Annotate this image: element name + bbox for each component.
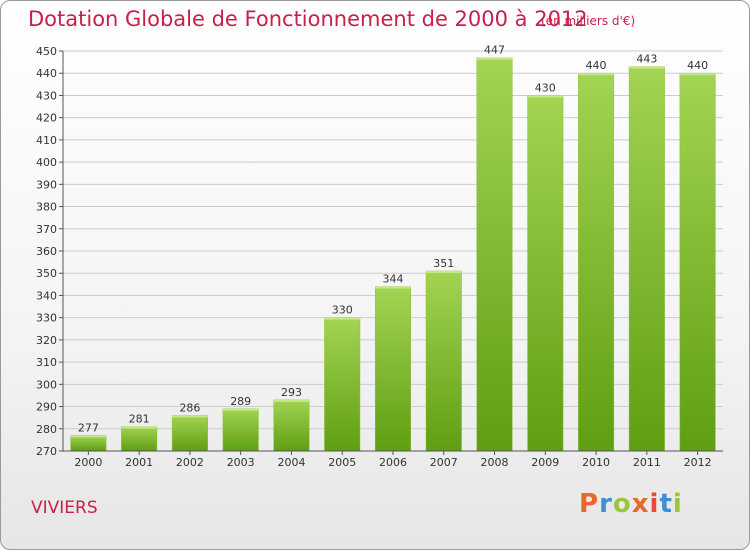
axes: 270 280 290 300 310 320 330 340 350 360 370 380 390 4… xyxy=(36,45,723,469)
y-tick-label: 350 xyxy=(36,267,57,280)
y-tick-label: 380 xyxy=(36,201,57,214)
x-tick-label-2012: 2012 xyxy=(684,456,712,469)
y-tick-label: 340 xyxy=(36,289,57,302)
y-tick-label: 430 xyxy=(36,89,57,102)
chart-subtitle: (en milliers d'€) xyxy=(541,14,636,28)
y-tick-label: 320 xyxy=(36,334,57,347)
value-label-2012: 440 xyxy=(687,59,708,72)
y-tick-label: 370 xyxy=(36,223,57,236)
y-tick-label: 410 xyxy=(36,134,57,147)
x-tick-label-2004: 2004 xyxy=(277,456,305,469)
bar-highlight xyxy=(70,435,107,438)
bar-highlight xyxy=(273,399,310,402)
logo-letter: i xyxy=(649,489,660,519)
value-label-2007: 351 xyxy=(433,257,454,270)
x-tick-label-2007: 2007 xyxy=(430,456,458,469)
bar-2003[interactable] xyxy=(222,408,259,452)
x-tick-label-2005: 2005 xyxy=(328,456,356,469)
value-label-2006: 344 xyxy=(383,273,404,286)
x-tick-label-2009: 2009 xyxy=(531,456,559,469)
bar-highlight xyxy=(578,73,614,76)
bar-2006[interactable] xyxy=(374,286,412,452)
y-tick-label: 300 xyxy=(36,378,57,391)
bar-2000[interactable] xyxy=(70,435,107,452)
y-tick-label: 270 xyxy=(36,445,57,458)
value-label-2001: 281 xyxy=(129,413,150,426)
y-tick-label: 400 xyxy=(36,156,57,169)
x-tick-label-2010: 2010 xyxy=(582,456,610,469)
bar-2012[interactable] xyxy=(679,72,716,452)
bar-2005[interactable] xyxy=(324,317,361,452)
bar-highlight xyxy=(172,415,208,418)
value-label-2000: 277 xyxy=(78,421,99,434)
value-label-2003: 289 xyxy=(230,395,251,408)
x-tick-label-2008: 2008 xyxy=(481,456,509,469)
bar-2009[interactable] xyxy=(527,95,564,452)
y-tick-label: 440 xyxy=(36,67,57,80)
y-tick-label: 310 xyxy=(36,356,57,369)
bar-2002[interactable] xyxy=(171,415,208,452)
logo-letter: i xyxy=(672,489,683,519)
bar-highlight xyxy=(222,408,259,411)
logo-letter: P xyxy=(579,489,600,519)
value-labels: 277 281 286 289 293 330 344 351 447 430 440 443 440 xyxy=(78,44,708,435)
value-label-2010: 440 xyxy=(586,59,607,72)
value-label-2005: 330 xyxy=(332,304,353,317)
value-label-2002: 286 xyxy=(179,401,200,414)
bar-highlight xyxy=(121,426,157,429)
y-tick-label: 330 xyxy=(36,312,57,325)
value-label-2011: 443 xyxy=(636,53,657,66)
y-tick-label: 420 xyxy=(36,112,57,125)
logo-letter: r xyxy=(599,489,613,519)
bar-2001[interactable] xyxy=(121,426,158,452)
bar-highlight xyxy=(679,73,716,76)
bars xyxy=(70,57,716,452)
bar-2011[interactable] xyxy=(628,66,665,452)
chart-title: Dotation Globale de Fonctionnement de 20… xyxy=(28,7,588,31)
proxiti-logo[interactable]: Proxiti xyxy=(579,489,683,519)
bar-highlight xyxy=(527,95,564,98)
bar-2008[interactable] xyxy=(476,57,513,452)
y-tick-label: 390 xyxy=(36,178,57,191)
y-tick-label: 290 xyxy=(36,401,57,414)
value-label-2008: 447 xyxy=(484,44,505,57)
x-tick-label-2002: 2002 xyxy=(176,456,204,469)
bar-highlight xyxy=(324,317,360,320)
y-tick-label: 360 xyxy=(36,245,57,258)
x-tick-label-2006: 2006 xyxy=(379,456,407,469)
logo-letter: x xyxy=(631,489,650,519)
x-tick-label-2003: 2003 xyxy=(227,456,255,469)
bar-2010[interactable] xyxy=(578,72,615,452)
bar-highlight xyxy=(476,57,513,60)
x-tick-label-2011: 2011 xyxy=(633,456,661,469)
x-tick-label-2000: 2000 xyxy=(74,456,102,469)
logo-letter: o xyxy=(612,489,632,519)
value-label-2004: 293 xyxy=(281,386,302,399)
commune-name: VIVIERS xyxy=(31,498,98,518)
bar-2007[interactable] xyxy=(425,270,462,452)
logo-letter: t xyxy=(659,489,673,519)
y-tick-label: 450 xyxy=(36,45,57,58)
x-tick-label-2001: 2001 xyxy=(125,456,153,469)
bar-highlight xyxy=(426,271,462,273)
y-tick-label: 280 xyxy=(36,423,57,436)
value-label-2009: 430 xyxy=(535,81,556,94)
bar-2004[interactable] xyxy=(273,399,310,452)
bar-highlight xyxy=(375,286,411,289)
bar-highlight xyxy=(629,66,665,69)
